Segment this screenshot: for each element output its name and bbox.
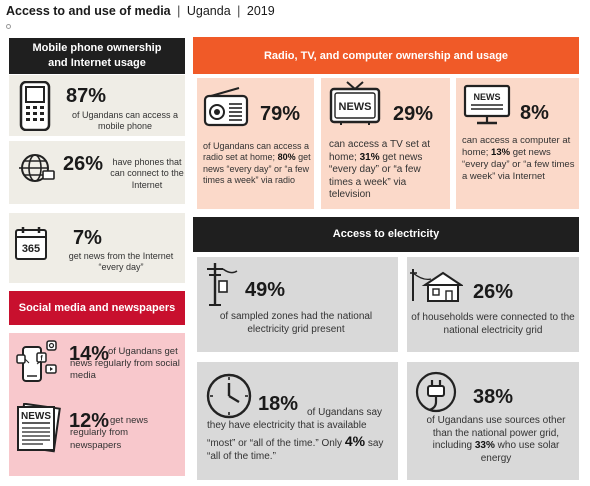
tv-text-c: get news “every day” or “a few times a w… xyxy=(329,151,423,201)
globe-icon xyxy=(17,151,57,185)
mobile-access-text: of Ugandans can access a mobile phone xyxy=(71,110,179,132)
tv-card: NEWS 29% can access a TV set at home; 31… xyxy=(321,78,450,209)
households-text: of households were connected to the nati… xyxy=(411,312,575,336)
radio-icon xyxy=(203,86,249,128)
title-main: Access to and use of media xyxy=(6,4,171,18)
tv-text-a: can access a TV set at home; xyxy=(329,139,430,163)
radio-text: of Ugandans can access a radio set at ho… xyxy=(203,141,311,186)
internet-phones-text: have phones that can connect to the Inte… xyxy=(110,157,184,190)
calendar-365-text: 365 xyxy=(22,243,40,255)
mobile-header-line2: and Internet usage xyxy=(48,57,146,69)
calendar-365-icon: 365 xyxy=(14,225,48,261)
mobile-access-card: 87% of Ugandans can access a mobile phon… xyxy=(9,75,185,136)
tv-text-b: 31% xyxy=(359,151,380,163)
mobile-access-pct: 87% xyxy=(66,85,107,107)
internet-phones-card: 26% have phones that can connect to the … xyxy=(9,141,185,204)
page-title: Access to and use of media | Uganda | 20… xyxy=(6,4,275,18)
social-media-text: of Ugandans get news regularly from soci… xyxy=(70,346,180,381)
households-card: 26% of households were connected to the … xyxy=(407,257,579,352)
grid-zones-text: of sampled zones had the national electr… xyxy=(219,311,373,335)
availability-card: 18% of Ugandans say they have electricit… xyxy=(197,362,398,480)
social-media-pct: 14% xyxy=(69,343,110,365)
newspaper-icon: NEWS xyxy=(15,403,61,453)
other-sources-text-b: 33% xyxy=(474,440,495,451)
availability-text: of Ugandans say they have electricity th… xyxy=(207,406,393,463)
bullet-dot xyxy=(6,24,11,29)
newspapers-text: get news regularly from newspapers xyxy=(70,415,149,451)
radio-text-c: get news “every day” or “a few times a w… xyxy=(203,152,311,185)
newspaper-icon-text: NEWS xyxy=(21,411,51,422)
tv-news-icon: NEWS xyxy=(329,80,381,126)
tv-icon-text: NEWS xyxy=(339,101,372,113)
power-pole-icon xyxy=(205,261,239,307)
clock-icon xyxy=(205,372,253,420)
rtc-section-header: Radio, TV, and computer ownership and us… xyxy=(193,37,579,74)
computer-icon-text: NEWS xyxy=(474,92,501,102)
availability-text-c: say “all of the time.” xyxy=(207,438,384,463)
computer-text-c: get news “every day” or “a few times a w… xyxy=(462,146,575,182)
grid-zones-card: 49% of sampled zones had the national el… xyxy=(197,257,398,352)
title-year: 2019 xyxy=(246,4,275,18)
availability-text-a: of Ugandans say they have electricity th… xyxy=(207,407,383,449)
daily-internet-card: 365 7% get news from the Internet “every… xyxy=(9,213,185,283)
availability-text-b: 4% xyxy=(344,433,366,449)
computer-news-icon: NEWS xyxy=(463,84,511,128)
radio-text-a: of Ugandans can access a radio set at ho… xyxy=(203,141,310,163)
svg-text:f: f xyxy=(40,356,43,363)
grid-zones-pct: 49% xyxy=(245,279,286,301)
title-country: Uganda xyxy=(186,4,231,18)
internet-phones-pct: 26% xyxy=(63,153,104,175)
title-separator: | xyxy=(237,4,241,18)
electricity-section-header: Access to electricity xyxy=(193,217,579,252)
house-icon xyxy=(409,267,463,303)
tv-pct: 29% xyxy=(393,103,434,125)
computer-text-b: 13% xyxy=(491,146,511,158)
other-sources-text: of Ugandans use sources other than the n… xyxy=(417,415,575,465)
computer-text: can access a computer at home; 13% get n… xyxy=(462,135,575,183)
radio-pct: 79% xyxy=(260,103,301,125)
social-section-header: Social media and newspapers xyxy=(9,291,185,325)
plug-icon xyxy=(415,368,457,414)
mobile-header-line1: Mobile phone ownership xyxy=(32,42,162,55)
newspapers-pct: 12% xyxy=(69,410,110,432)
mobile-section-header: Mobile phone ownership and Internet usag… xyxy=(9,38,185,74)
social-media-icon: f xyxy=(15,339,59,387)
other-sources-pct: 38% xyxy=(473,386,514,408)
title-separator: | xyxy=(177,4,181,18)
mobile-phone-icon xyxy=(19,81,51,131)
computer-pct: 8% xyxy=(520,102,549,124)
tv-text: can access a TV set at home; 31% get new… xyxy=(329,139,447,202)
availability-pct: 18% xyxy=(258,393,299,415)
other-sources-card: 38% of Ugandans use sources other than t… xyxy=(407,362,579,480)
other-sources-text-a: of Ugandans use sources other than the n… xyxy=(426,415,566,451)
households-pct: 26% xyxy=(473,281,514,303)
radio-card: 79% of Ugandans can access a radio set a… xyxy=(197,78,314,209)
daily-internet-text: get news from the Internet “every day” xyxy=(68,251,174,273)
computer-text-a: can access a computer at home; xyxy=(462,135,571,158)
social-card: f 14% of Ugandans get news regularly fro… xyxy=(9,333,185,476)
radio-text-b: 80% xyxy=(277,152,296,163)
daily-internet-pct: 7% xyxy=(73,227,102,249)
other-sources-text-c: who use solar energy xyxy=(480,440,560,464)
computer-card: NEWS 8% can access a computer at home; 1… xyxy=(456,78,579,209)
